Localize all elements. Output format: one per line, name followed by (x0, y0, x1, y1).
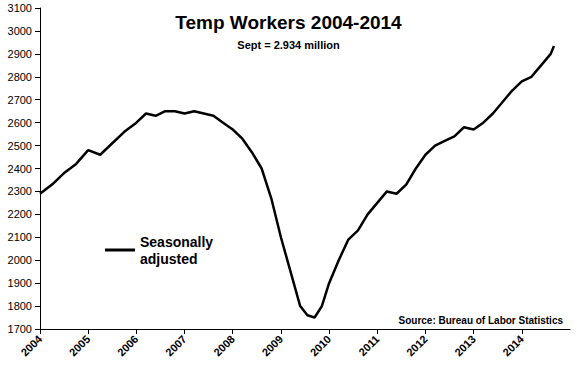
svg-text:2013: 2013 (452, 333, 478, 359)
svg-text:1900: 1900 (8, 277, 32, 289)
svg-text:adjusted: adjusted (140, 251, 198, 267)
svg-text:Sept = 2.934 million: Sept = 2.934 million (237, 39, 340, 51)
svg-text:3000: 3000 (8, 25, 32, 37)
svg-text:2008: 2008 (211, 333, 237, 359)
svg-text:Source: Bureau of Labor Statis: Source: Bureau of Labor Statistics (399, 315, 564, 326)
svg-text:1800: 1800 (8, 300, 32, 312)
svg-text:Seasonally: Seasonally (140, 234, 217, 250)
svg-text:2014: 2014 (500, 332, 526, 358)
svg-text:2800: 2800 (8, 71, 32, 83)
svg-text:2007: 2007 (163, 333, 189, 359)
svg-text:2010: 2010 (308, 333, 334, 359)
svg-text:2009: 2009 (259, 333, 285, 359)
svg-text:2400: 2400 (8, 163, 32, 175)
svg-text:2006: 2006 (115, 333, 141, 359)
svg-text:2012: 2012 (404, 333, 430, 359)
svg-text:2200: 2200 (8, 208, 32, 220)
svg-text:2004: 2004 (18, 332, 44, 358)
svg-text:3100: 3100 (8, 2, 32, 14)
svg-text:1700: 1700 (8, 323, 32, 335)
svg-text:2700: 2700 (8, 94, 32, 106)
svg-text:2900: 2900 (8, 48, 32, 60)
svg-text:2100: 2100 (8, 231, 32, 243)
svg-text:2300: 2300 (8, 185, 32, 197)
svg-text:2500: 2500 (8, 140, 32, 152)
svg-text:2000: 2000 (8, 254, 32, 266)
svg-text:2600: 2600 (8, 117, 32, 129)
svg-text:2005: 2005 (67, 333, 93, 359)
svg-text:Temp Workers 2004-2014: Temp Workers 2004-2014 (175, 12, 402, 33)
svg-text:2011: 2011 (356, 333, 381, 358)
